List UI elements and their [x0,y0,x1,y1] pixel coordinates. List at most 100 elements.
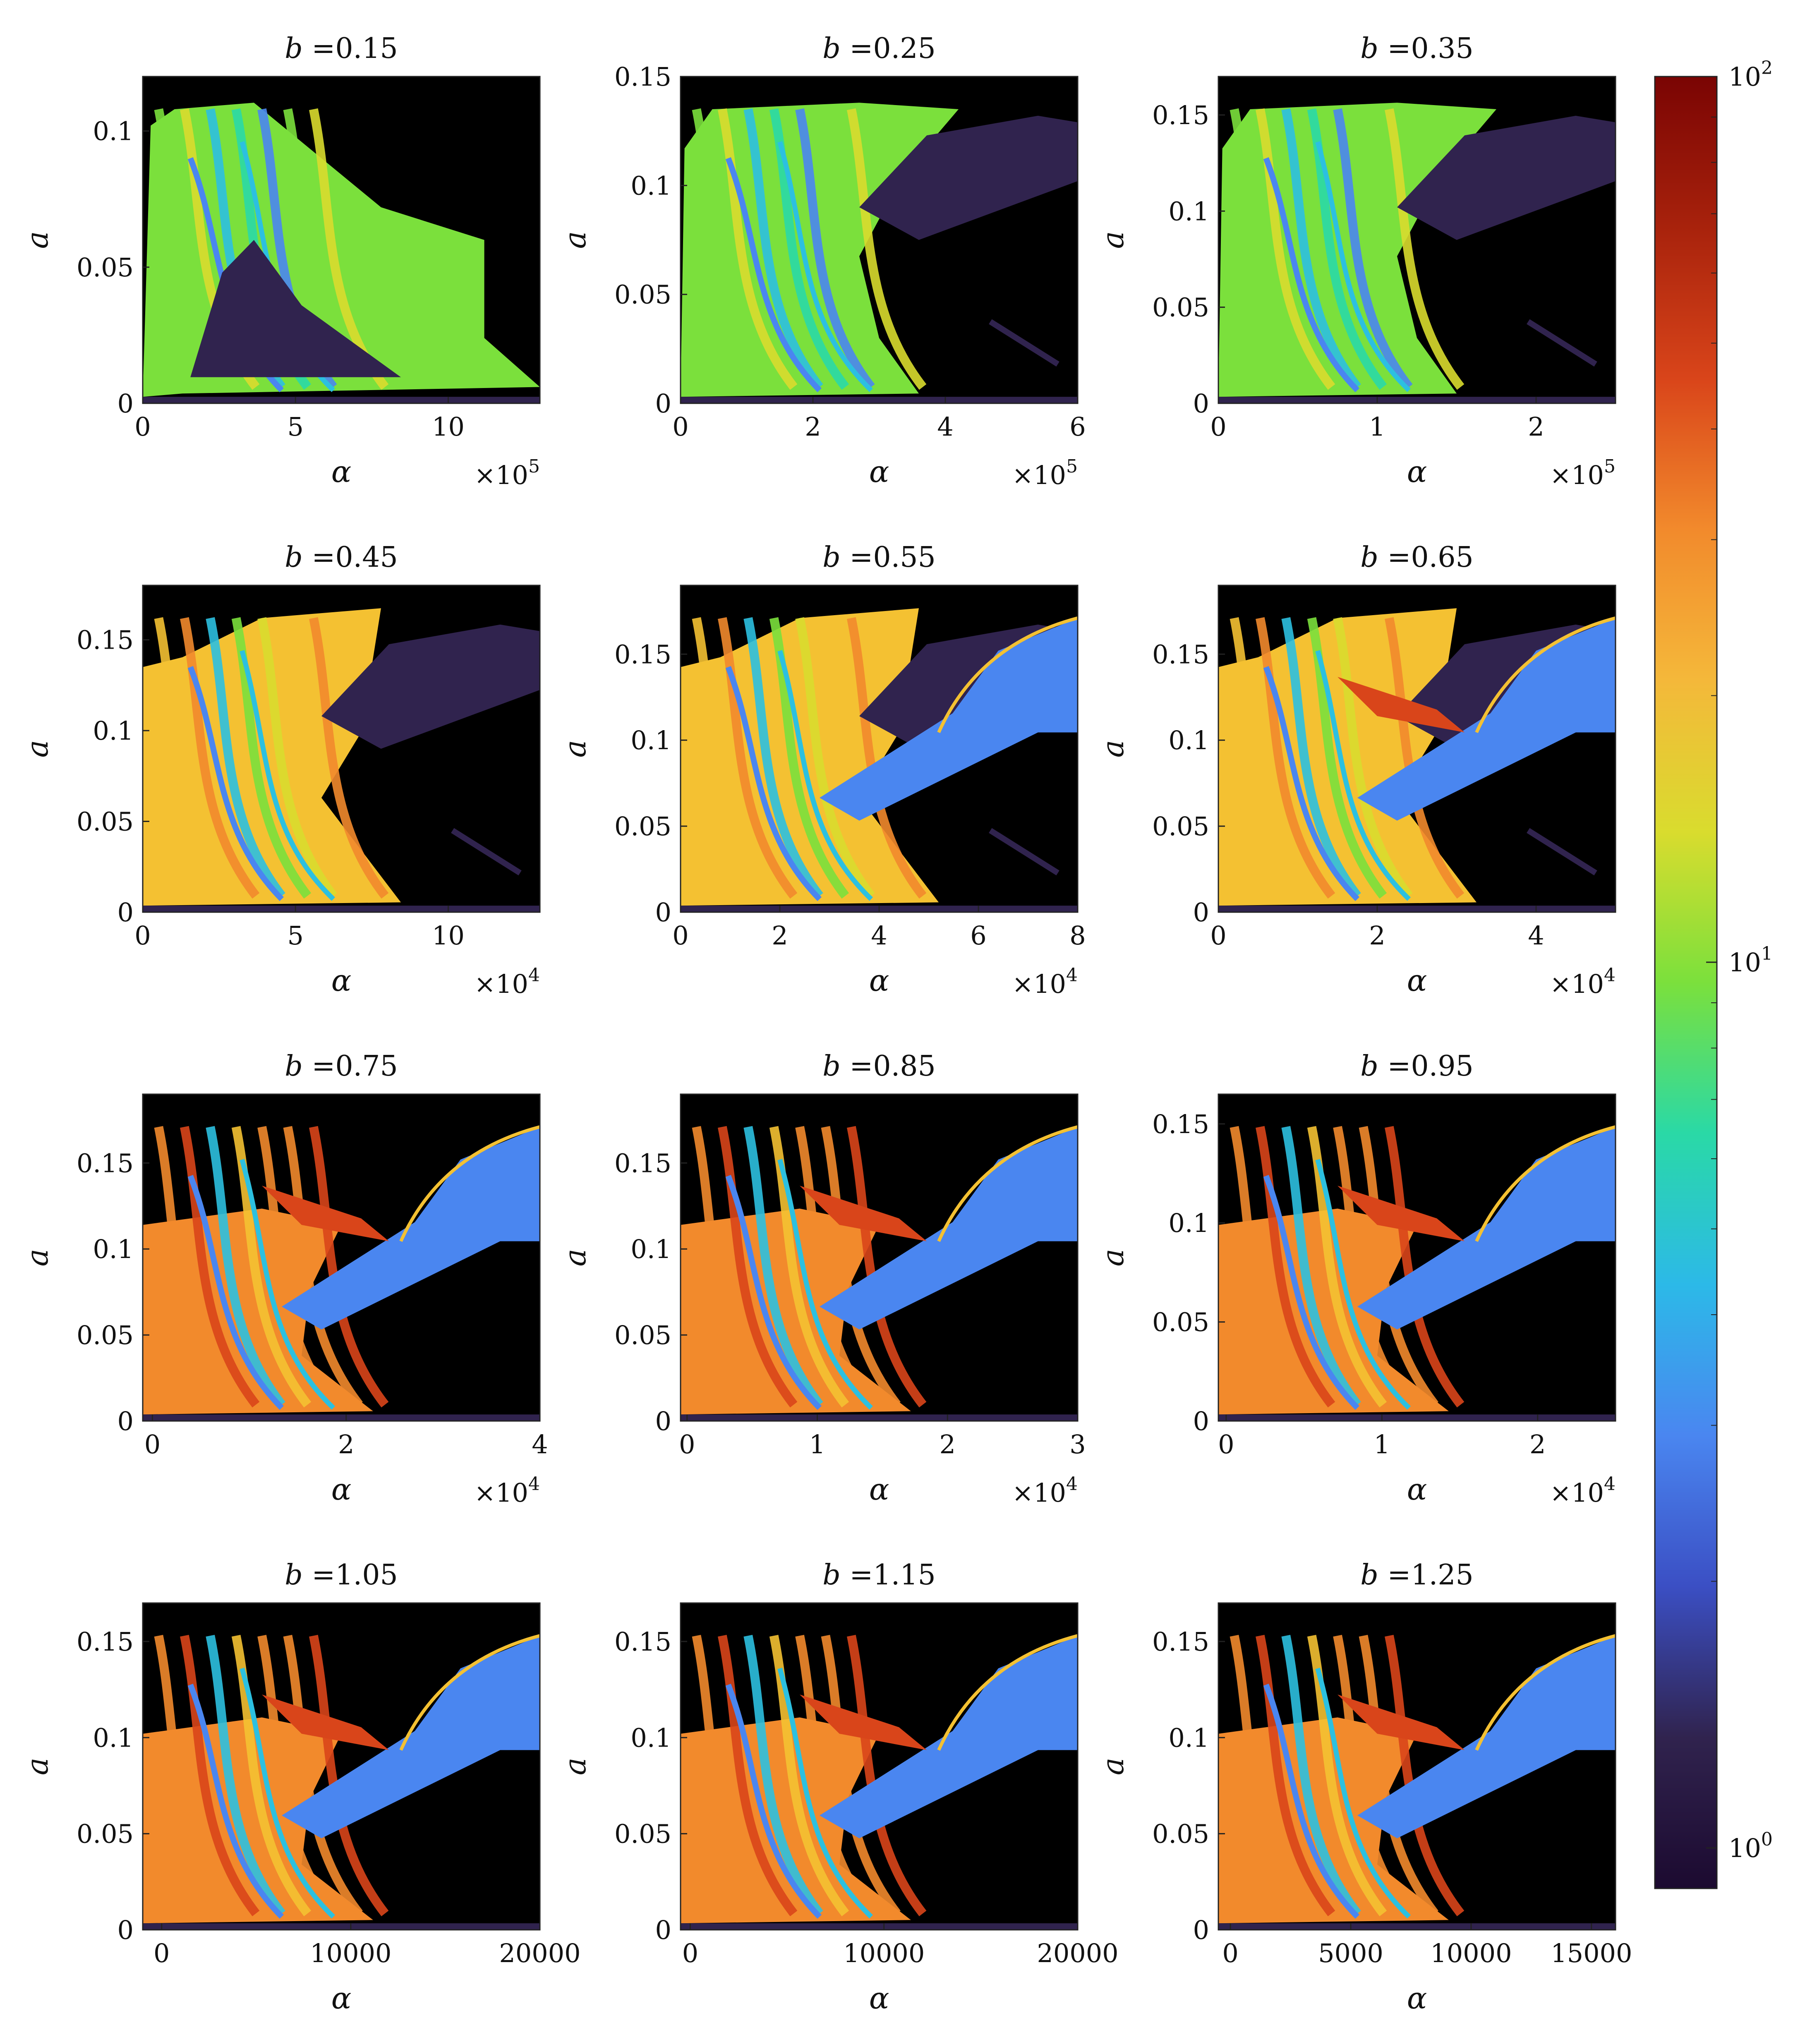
heatmap-panel-0.75: 0 2 4 0 0.05 0.1 0.15 b =0.75 α a ×104 [20,1050,548,1508]
y-tick-label: 0.05 [614,1320,671,1350]
x-axis-label: α [331,1472,352,1507]
y-tick-label: 0.05 [614,811,671,841]
panel-title: b =0.45 [285,541,398,574]
y-tick-label: 0.1 [93,1234,134,1264]
heatmap-regions [143,608,540,912]
panel-title: b =0.75 [285,1050,398,1083]
x-tick-label: 15000 [1551,1938,1632,1968]
heatmap-regions [143,1125,540,1421]
x-axis-label: α [1407,454,1427,489]
panel-title: b =0.65 [1360,541,1474,574]
heatmap-regions [1218,103,1616,403]
axes-frame [142,1602,541,1931]
y-tick-label: 0 [1193,897,1209,927]
x-tick-label: 0 [1222,1938,1238,1968]
y-axis-label: a [558,231,592,249]
panel-title: b =1.05 [285,1559,398,1591]
x-axis-label: α [869,1472,889,1507]
x-multiplier-label: ×104 [474,1474,540,1508]
x-multiplier-label: ×104 [474,965,540,999]
x-multiplier-label: ×105 [1012,456,1078,490]
x-tick-label: 5 [288,920,304,951]
x-tick-label: 0 [672,920,688,951]
heatmap-panel-1.15: 0 10000 20000 0 0.05 0.1 0.15 b =1.15 α a [558,1559,1119,2015]
heatmap-panel-0.15: 0 5 10 0 0.05 0.1 b =0.15 α a ×105 [20,32,541,490]
panel-title: b =0.25 [822,32,936,65]
y-tick-label: 0.15 [614,1148,671,1178]
axes-frame [680,1602,1079,1931]
x-tick-label: 1 [809,1429,825,1459]
x-tick-label: 0 [1218,1429,1234,1459]
y-tick-label: 0.15 [1152,1109,1209,1139]
x-tick-label: 10000 [1430,1938,1512,1968]
y-tick-label: 0.1 [93,1723,134,1753]
colorbar-gradient [1654,76,1718,1889]
y-tick-label: 0 [655,1915,671,1945]
y-tick-label: 0.1 [93,716,134,746]
x-axis-label: α [1407,963,1427,998]
x-tick-label: 2 [772,920,788,951]
panel-title: b =1.15 [822,1559,936,1591]
x-tick-label: 0 [1210,920,1226,951]
x-axis-label: α [869,963,889,998]
y-axis-label: a [1095,1758,1130,1776]
heatmap-regions [681,1125,1078,1421]
heatmap-panel-0.25: 0 2 4 6 0 0.05 0.1 0.15 b =0.25 α a ×105 [558,32,1086,490]
heatmap-panel-1.05: 0 10000 20000 0 0.05 0.1 0.15 b =1.05 α a [20,1559,581,2015]
axes-frame [1218,1093,1616,1422]
x-tick-label: 0 [1210,412,1226,442]
x-tick-label: 2 [940,1429,956,1459]
heatmap-regions [143,1634,540,1930]
heatmap-panel-0.85: 0 1 2 3 0 0.05 0.1 0.15 b =0.85 α a ×104 [558,1050,1086,1508]
y-axis-label: a [558,740,592,758]
y-tick-label: 0.15 [77,625,134,655]
x-tick-label: 5000 [1318,1938,1383,1968]
y-tick-label: 0.05 [1152,292,1209,323]
axes-frame [142,76,541,404]
x-tick-label: 4 [1528,920,1544,951]
y-tick-label: 0.05 [1152,811,1209,841]
y-tick-label: 0 [655,388,671,419]
y-tick-label: 0 [1193,1406,1209,1436]
x-tick-label: 2 [1369,920,1385,951]
x-tick-label: 10000 [310,1938,391,1968]
heatmap-regions [143,103,540,403]
y-tick-label: 0.05 [1152,1819,1209,1849]
heatmap-regions [1218,1125,1616,1421]
y-tick-label: 0.15 [1152,1627,1209,1657]
x-tick-label: 6 [1069,412,1086,442]
x-tick-label: 8 [1069,920,1086,951]
y-tick-label: 0 [655,1406,671,1436]
y-tick-label: 0.05 [77,252,134,283]
x-tick-label: 0 [134,412,151,442]
heatmap-regions [681,608,1078,912]
x-axis-label: α [331,454,352,489]
panel-title: b =0.35 [1360,32,1474,65]
x-tick-label: 0 [134,920,151,951]
x-tick-label: 10000 [843,1938,925,1968]
x-multiplier-label: ×104 [1012,965,1078,999]
x-tick-label: 3 [1069,1429,1086,1459]
y-tick-label: 0 [1193,1915,1209,1945]
y-tick-label: 0.15 [1152,100,1209,130]
y-tick-label: 0.1 [630,170,671,201]
axes-frame [1218,1602,1616,1931]
y-tick-label: 0 [1193,388,1209,419]
x-tick-label: 5 [288,412,304,442]
colorbar: 102 101 100 [1654,58,1773,1889]
y-tick-label: 0.15 [614,639,671,669]
y-tick-label: 0.15 [77,1148,134,1178]
y-tick-label: 0.1 [1168,725,1209,755]
axes-frame [680,76,1079,404]
y-tick-label: 0.05 [1152,1307,1209,1337]
y-axis-label: a [1095,740,1130,758]
x-tick-label: 4 [937,412,953,442]
x-tick-label: 0 [672,412,688,442]
y-tick-label: 0.05 [614,280,671,310]
y-axis-label: a [20,1249,55,1267]
y-axis-label: a [1095,1249,1130,1267]
y-tick-label: 0 [117,1915,134,1945]
y-tick-label: 0 [117,897,134,927]
